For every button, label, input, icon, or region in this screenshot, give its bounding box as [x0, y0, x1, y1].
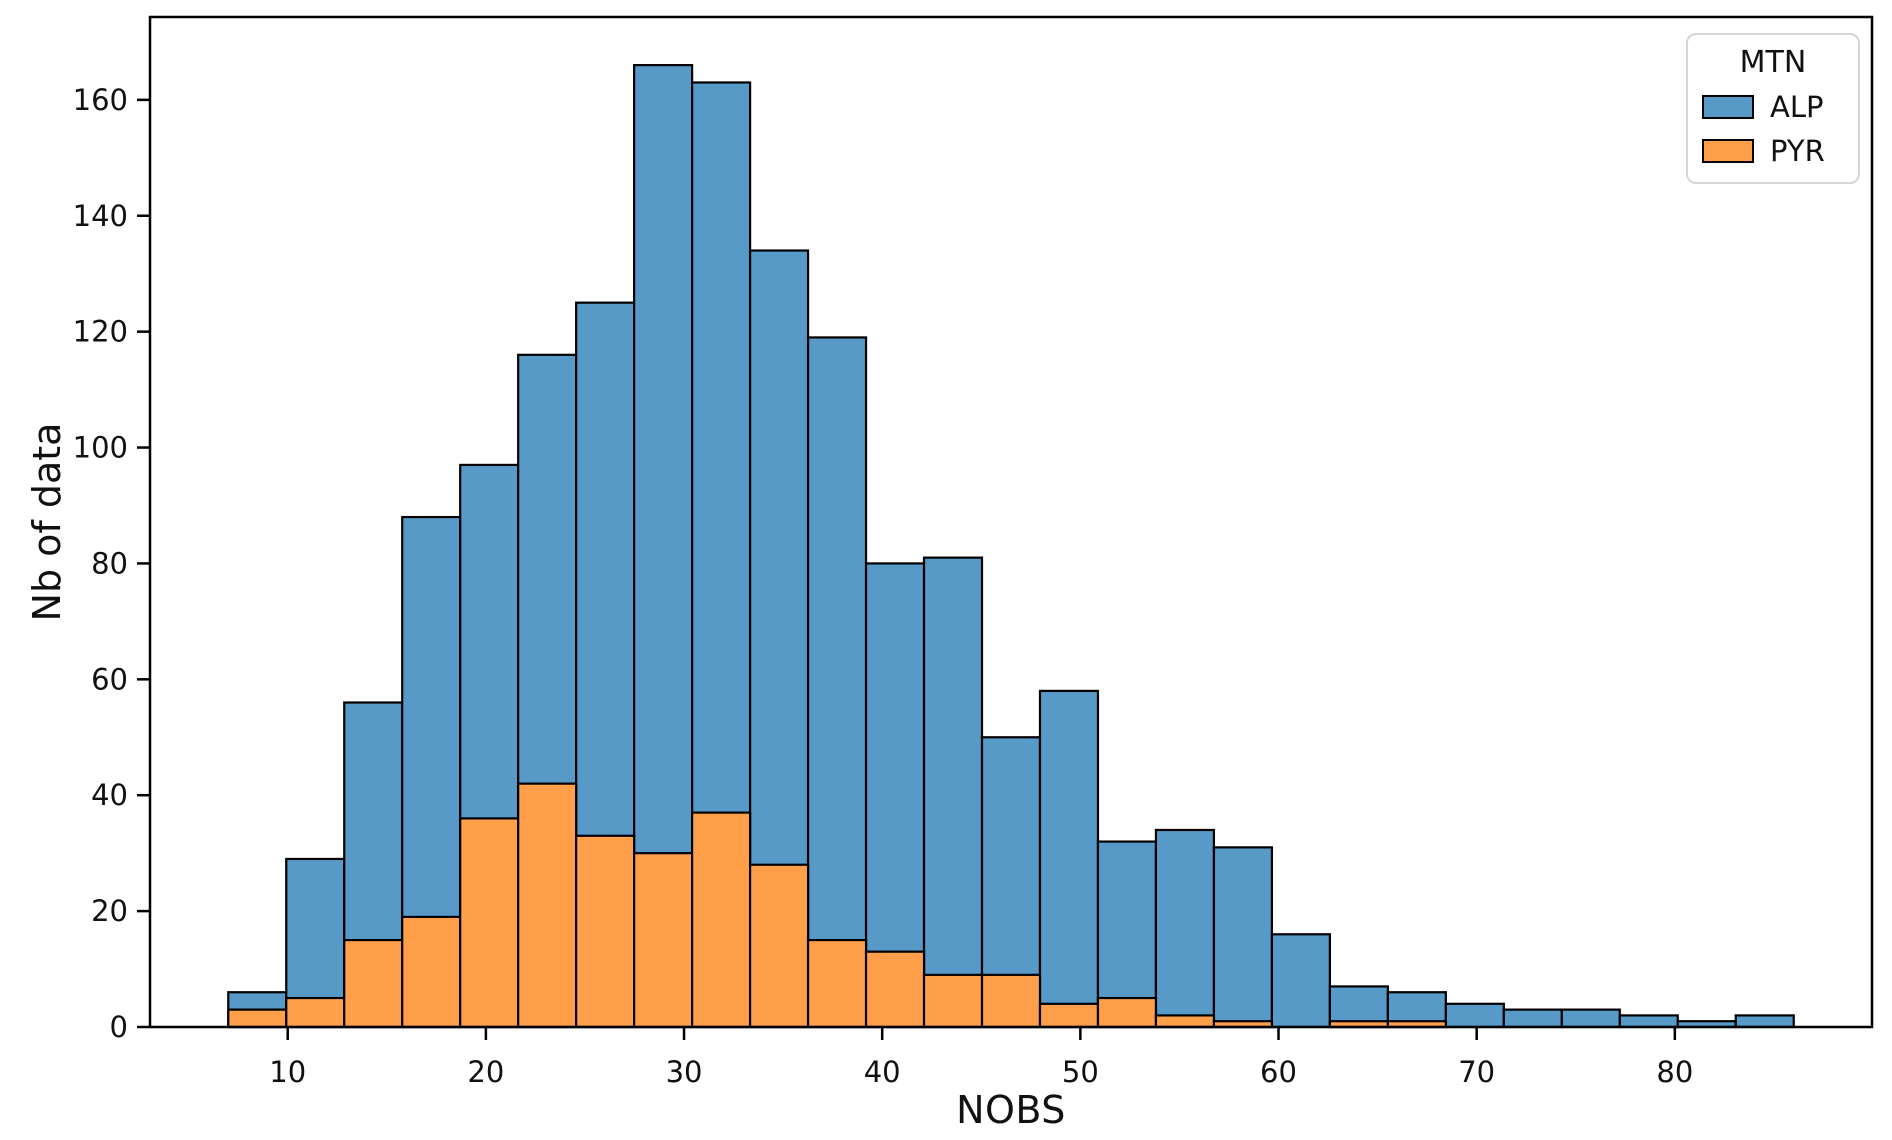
- bar-pyr-bin-4: [459, 817, 520, 1029]
- bar-pyr-bin-5: [517, 782, 578, 1029]
- bar-pyr-bin-8: [691, 811, 752, 1029]
- y-tick-label-160: 160: [73, 83, 128, 117]
- legend-swatch-alp-icon: [1702, 95, 1754, 119]
- bar-alp-bin-14: [1038, 689, 1100, 1029]
- bar-alp-bin-23: [1560, 1008, 1621, 1029]
- bar-pyr-bin-15: [1096, 996, 1158, 1029]
- bar-alp-bin-10: [806, 336, 868, 1029]
- bar-pyr-bin-0: [227, 1008, 288, 1029]
- x-tick-label-30: 30: [666, 1055, 703, 1089]
- bar-pyr-bin-2: [343, 938, 404, 1029]
- bar-pyr-bin-13: [980, 973, 1042, 1029]
- legend-label-alp: ALP: [1770, 90, 1824, 124]
- bar-pyr-bin-3: [401, 915, 462, 1029]
- x-tick-label-50: 50: [1062, 1055, 1099, 1089]
- bar-pyr-bin-16: [1154, 1014, 1216, 1029]
- plot-border: [148, 15, 1874, 1029]
- bar-alp-bin-17: [1212, 846, 1274, 1029]
- bar-pyr-bin-6: [575, 834, 636, 1029]
- y-tick-label-140: 140: [73, 199, 128, 233]
- y-tick-label-60: 60: [91, 662, 128, 696]
- legend-swatch-pyr-icon: [1702, 139, 1754, 163]
- x-tick-label-10: 10: [269, 1055, 306, 1089]
- x-tick-label-60: 60: [1260, 1055, 1297, 1089]
- bar-alp-bin-26: [1734, 1014, 1795, 1029]
- bar-alp-bin-18: [1270, 933, 1331, 1029]
- legend-entry-alp: ALP: [1702, 90, 1844, 124]
- legend-label-pyr: PYR: [1770, 134, 1825, 168]
- bar-alp-bin-12: [922, 556, 984, 1029]
- bar-alp-bin-22: [1502, 1008, 1563, 1029]
- y-axis-label: Nb of data: [25, 422, 69, 622]
- y-tick-label-0: 0: [110, 1010, 128, 1044]
- legend-entry-pyr: PYR: [1702, 134, 1844, 168]
- bar-alp-bin-16: [1154, 828, 1216, 1029]
- y-tick-label-20: 20: [91, 894, 128, 928]
- y-tick-label-80: 80: [91, 546, 128, 580]
- x-tick-label-80: 80: [1656, 1055, 1693, 1089]
- legend-title: MTN: [1739, 45, 1807, 80]
- bar-pyr-bin-9: [748, 863, 810, 1029]
- bar-pyr-bin-1: [285, 996, 346, 1029]
- bar-pyr-bin-14: [1038, 1002, 1100, 1029]
- y-tick-label-40: 40: [91, 778, 128, 812]
- bar-alp-bin-21: [1444, 1002, 1505, 1029]
- bar-alp-bin-24: [1618, 1014, 1679, 1029]
- bar-pyr-bin-7: [633, 852, 694, 1029]
- x-tick-label-20: 20: [467, 1055, 504, 1089]
- legend: MTN ALP PYR: [1686, 33, 1860, 184]
- bar-pyr-bin-12: [922, 973, 984, 1029]
- x-axis-label: NOBS: [956, 1088, 1066, 1132]
- bar-pyr-bin-11: [864, 950, 926, 1029]
- bar-pyr-bin-10: [806, 938, 868, 1029]
- y-tick-label-100: 100: [73, 431, 128, 465]
- x-tick-label-70: 70: [1458, 1055, 1495, 1089]
- x-tick-label-40: 40: [864, 1055, 901, 1089]
- y-tick-label-120: 120: [73, 315, 128, 349]
